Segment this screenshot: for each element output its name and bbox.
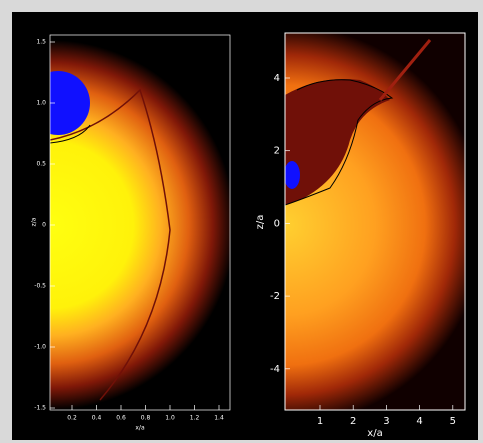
y-tick-label: 0 (274, 218, 280, 229)
y-tick-label: 0.5 (36, 161, 46, 168)
y-tick-label: -1.0 (34, 344, 46, 351)
x-tick-label: 1.2 (190, 415, 200, 422)
y-axis-label: z/a (255, 215, 266, 230)
x-tick-label: 0.2 (67, 415, 77, 422)
y-tick-label: -2 (270, 291, 280, 302)
y-tick-label: 1.0 (36, 100, 46, 107)
y-tick-label: 0 (42, 222, 46, 229)
y-tick-label: 2 (274, 146, 280, 157)
x-tick-label: 1.4 (214, 415, 224, 422)
x-tick-label: 2 (350, 416, 356, 427)
left-frame (49, 34, 231, 411)
y-tick-label: -0.5 (34, 283, 46, 290)
x-tick-label: 5 (450, 416, 456, 427)
x-tick-label: 0.8 (141, 415, 151, 422)
y-tick-label: -1.5 (34, 405, 46, 412)
left-image (50, 35, 230, 410)
y-tick-label: 4 (274, 73, 280, 84)
x-tick-label: 3 (383, 416, 389, 427)
right-image (285, 33, 465, 410)
y-tick-label: 1.5 (36, 39, 46, 46)
x-tick-label: 4 (416, 416, 422, 427)
x-tick-label: 1.0 (165, 415, 175, 422)
right-frame (284, 32, 466, 411)
x-axis-label: x/a (367, 428, 382, 439)
x-axis-label: x/a (135, 425, 145, 432)
y-axis-label: z/a (31, 217, 38, 226)
y-tick-label: -4 (270, 364, 280, 375)
x-tick-label: 0.6 (116, 415, 126, 422)
x-tick-label: 0.4 (92, 415, 102, 422)
x-tick-label: 1 (317, 416, 323, 427)
